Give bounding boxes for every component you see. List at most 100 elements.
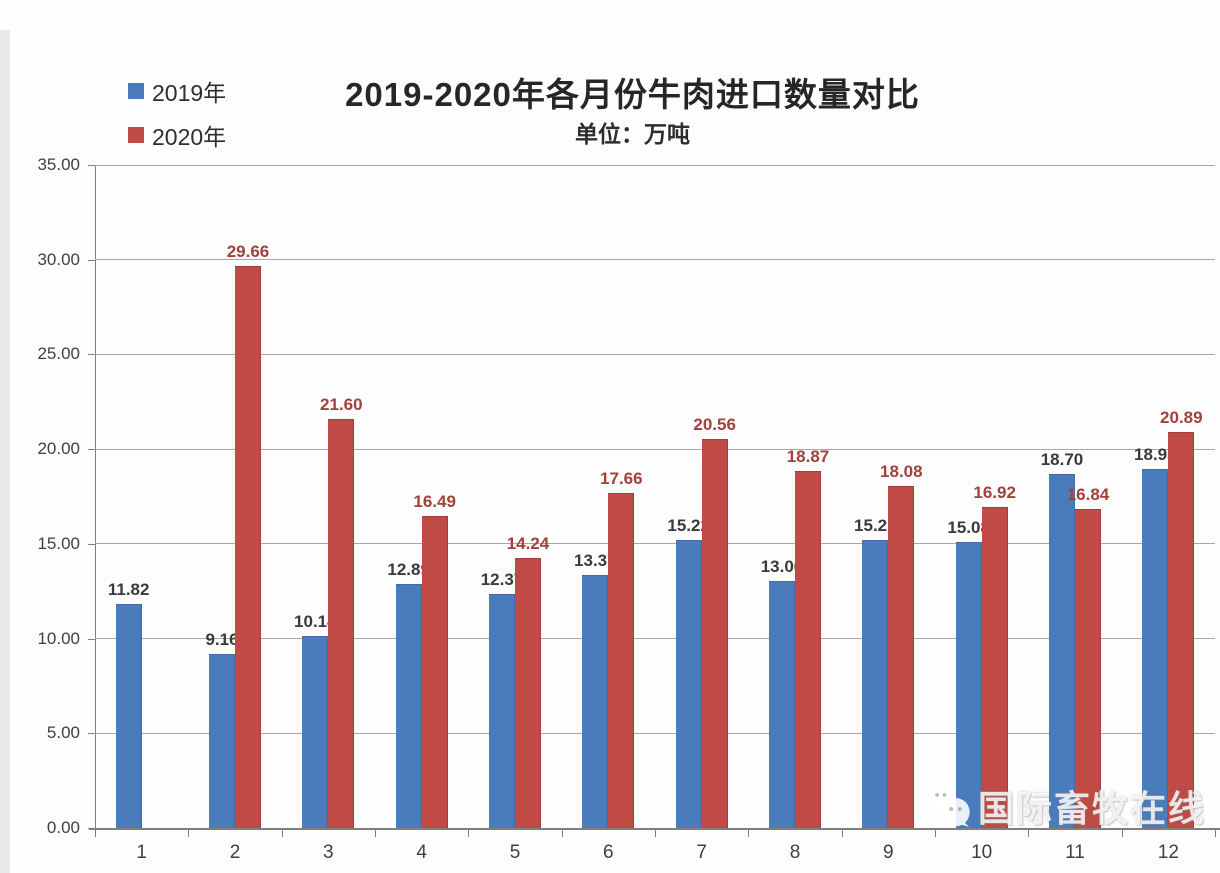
x-axis-line	[89, 828, 1220, 830]
chart-title: 2019-2020年各月份牛肉进口数量对比	[345, 76, 920, 113]
bar-value-label-2019年-month-11: 18.70	[1040, 449, 1084, 469]
legend-swatch-2020-icon	[128, 127, 144, 143]
bar-2020年-month-3	[328, 418, 355, 828]
bar-2019年-month-5	[489, 593, 515, 828]
plot-area: 11.82 9.16 29.66 10.14 21.60 12.89 16.49 12.37 1…	[95, 164, 1215, 828]
x-tick-mark-1	[188, 829, 190, 837]
x-axis-label-11: 11	[1065, 842, 1085, 863]
bar-2019年-month-11	[1049, 473, 1075, 828]
chart-legend: 2019年 2020年	[128, 76, 226, 164]
y-tick-mark-15	[88, 543, 95, 545]
bar-value-label-2019年-month-8: 13.06	[760, 556, 804, 576]
bar-value-label-2020年-month-10: 16.92	[973, 483, 1016, 503]
x-axis-label-8: 8	[789, 842, 801, 863]
bar-value-label-2020年-month-7: 20.56	[693, 414, 736, 434]
bar-2019年-month-2	[209, 654, 235, 828]
bar-value-label-2019年-month-1: 11.82	[107, 580, 150, 600]
bar-2020年-month-9	[888, 485, 915, 828]
x-tick-mark-2	[281, 829, 283, 837]
y-tick-label-25: 25.00	[37, 344, 80, 364]
bar-2020年-month-12	[1168, 432, 1195, 828]
bar-value-label-2019年-month-2: 9.16	[205, 630, 239, 650]
bar-2019年-month-4	[395, 583, 422, 828]
y-tick-mark-25	[88, 354, 95, 356]
x-tick-mark-9	[935, 829, 936, 837]
gridline-25	[95, 353, 1215, 355]
x-tick-mark-3	[375, 829, 376, 837]
y-tick-label-0: 0.00	[46, 818, 80, 837]
bar-2019年-month-6	[582, 574, 609, 828]
gridline-20	[95, 448, 1215, 450]
bar-value-label-2020年-month-3: 21.60	[320, 394, 363, 414]
legend-item-2019: 2019年	[128, 76, 226, 106]
x-tick-mark-0	[95, 829, 96, 837]
bar-value-label-2020年-month-5: 14.24	[506, 534, 550, 554]
x-tick-mark-5	[561, 829, 563, 837]
y-tick-label-20: 20.00	[37, 439, 80, 459]
y-tick-label-15: 15.00	[37, 533, 80, 553]
y-tick-mark-30	[88, 259, 95, 261]
legend-swatch-2019-icon	[128, 83, 144, 99]
y-tick-mark-5	[88, 733, 95, 735]
y-axis-line	[95, 165, 96, 829]
y-tick-mark-35	[88, 165, 95, 166]
bar-value-label-2019年-month-12: 18.93	[1134, 445, 1177, 465]
bar-value-label-2019年-month-5: 12.37	[480, 569, 524, 589]
bar-value-label-2020年-month-11: 16.84	[1066, 485, 1110, 504]
legend-label-2019: 2019年	[152, 80, 227, 106]
x-tick-mark-6	[655, 829, 656, 837]
legend-label-2020: 2020年	[152, 124, 227, 150]
bar-2020年-month-2	[235, 266, 261, 828]
bar-2019年-month-3	[302, 635, 329, 828]
bar-value-label-2020年-month-8: 18.87	[786, 446, 830, 466]
bar-value-label-2020年-month-9: 18.08	[880, 461, 923, 481]
y-tick-mark-20	[88, 449, 95, 451]
bar-2020年-month-11	[1075, 509, 1101, 828]
x-tick-mark-4	[468, 829, 470, 837]
x-axis-label-7: 7	[696, 842, 707, 863]
bar-2019年-month-8	[769, 580, 795, 828]
x-axis-label-9: 9	[883, 842, 894, 863]
gridline-5	[95, 732, 1215, 734]
bar-2020年-month-10	[981, 507, 1008, 828]
y-tick-label-10: 10.00	[37, 628, 80, 648]
x-axis-label-4: 4	[416, 842, 427, 863]
page-left-margin	[0, 30, 10, 873]
bar-2020年-month-4	[421, 515, 448, 828]
bar-value-label-2020年-month-12: 20.89	[1160, 408, 1203, 428]
x-axis-label-3: 3	[323, 842, 334, 863]
y-tick-label-5: 5.00	[46, 723, 80, 743]
x-axis-label-2: 2	[229, 842, 241, 863]
x-tick-mark-10	[1028, 829, 1030, 837]
y-tick-label-35: 35.00	[37, 155, 80, 174]
bar-value-label-2020年-month-4: 16.49	[413, 491, 456, 511]
gridline-35	[95, 164, 1215, 166]
gridline-30	[95, 259, 1215, 261]
bar-2020年-month-8	[795, 470, 821, 828]
bar-value-label-2019年-month-7: 15.22	[667, 515, 710, 535]
bar-value-label-2019年-month-4: 12.89	[387, 559, 430, 579]
bar-2019年-month-12	[1142, 469, 1169, 828]
x-axis-label-10: 10	[971, 842, 993, 863]
bar-value-label-2019年-month-10: 15.08	[947, 518, 990, 538]
bar-value-label-2019年-month-9: 15.21	[854, 515, 897, 535]
legend-item-2020: 2020年	[128, 120, 226, 150]
x-tick-mark-8	[841, 829, 843, 837]
chart-subtitle: 单位：万吨	[575, 121, 690, 147]
y-tick-mark-0	[88, 828, 95, 829]
x-axis-label-12: 12	[1157, 842, 1179, 863]
bar-value-label-2020年-month-2: 29.66	[226, 242, 270, 262]
bar-2020年-month-5	[515, 558, 541, 828]
x-axis-label-5: 5	[509, 842, 521, 863]
y-tick-mark-10	[88, 638, 95, 640]
x-tick-mark-12	[1215, 829, 1216, 837]
gridline-15	[95, 543, 1215, 545]
x-axis-label-6: 6	[603, 842, 614, 863]
bar-value-label-2019年-month-6: 13.37	[574, 550, 617, 570]
bar-2019年-month-7	[675, 539, 702, 828]
bar-2019年-month-1	[115, 604, 142, 828]
bar-2019年-month-10	[955, 542, 982, 828]
bar-2020年-month-7	[701, 438, 728, 828]
bar-2019年-month-9	[862, 539, 889, 828]
